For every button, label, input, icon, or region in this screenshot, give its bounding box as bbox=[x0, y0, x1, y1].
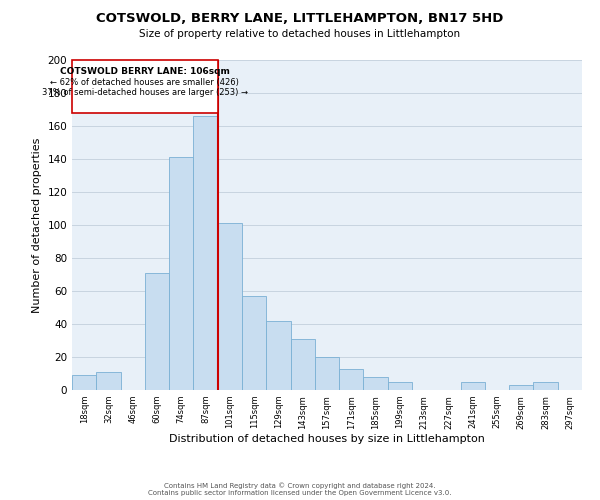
Text: COTSWOLD BERRY LANE: 106sqm: COTSWOLD BERRY LANE: 106sqm bbox=[60, 66, 230, 76]
Bar bbox=[388, 382, 412, 390]
Text: COTSWOLD, BERRY LANE, LITTLEHAMPTON, BN17 5HD: COTSWOLD, BERRY LANE, LITTLEHAMPTON, BN1… bbox=[97, 12, 503, 26]
X-axis label: Distribution of detached houses by size in Littlehampton: Distribution of detached houses by size … bbox=[169, 434, 485, 444]
FancyBboxPatch shape bbox=[72, 60, 218, 113]
Bar bbox=[339, 368, 364, 390]
Text: Contains HM Land Registry data © Crown copyright and database right 2024.: Contains HM Land Registry data © Crown c… bbox=[164, 482, 436, 489]
Bar bbox=[315, 357, 339, 390]
Text: 37% of semi-detached houses are larger (253) →: 37% of semi-detached houses are larger (… bbox=[42, 88, 248, 97]
Bar bbox=[290, 339, 315, 390]
Bar bbox=[242, 296, 266, 390]
Bar bbox=[266, 320, 290, 390]
Bar bbox=[145, 273, 169, 390]
Bar bbox=[169, 158, 193, 390]
Bar bbox=[509, 385, 533, 390]
Bar bbox=[193, 116, 218, 390]
Bar bbox=[364, 377, 388, 390]
Text: ← 62% of detached houses are smaller (426): ← 62% of detached houses are smaller (42… bbox=[50, 78, 239, 87]
Bar bbox=[218, 224, 242, 390]
Y-axis label: Number of detached properties: Number of detached properties bbox=[32, 138, 42, 312]
Bar bbox=[461, 382, 485, 390]
Bar bbox=[72, 375, 96, 390]
Bar bbox=[96, 372, 121, 390]
Text: Size of property relative to detached houses in Littlehampton: Size of property relative to detached ho… bbox=[139, 29, 461, 39]
Bar bbox=[533, 382, 558, 390]
Text: Contains public sector information licensed under the Open Government Licence v3: Contains public sector information licen… bbox=[148, 490, 452, 496]
